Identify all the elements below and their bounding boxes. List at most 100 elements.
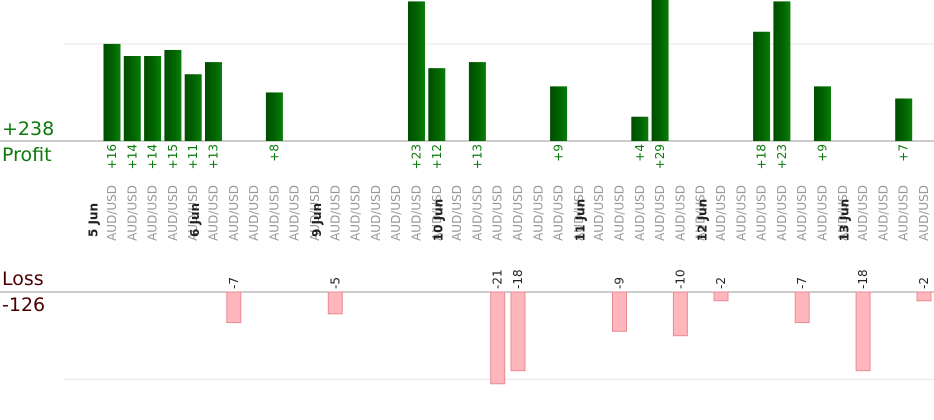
profit-bar bbox=[103, 43, 121, 141]
profit-value-label: +7 bbox=[897, 144, 911, 162]
pair-tick-label: AUD/USD bbox=[227, 185, 241, 241]
pair-tick-label: AUD/USD bbox=[694, 185, 708, 241]
pair-tick-label: AUD/USD bbox=[531, 185, 545, 241]
profit-value-label: +23 bbox=[775, 144, 789, 169]
profit-bar bbox=[468, 62, 486, 142]
profit-value-label: +23 bbox=[410, 144, 424, 169]
pair-tick-label: AUD/USD bbox=[836, 185, 850, 241]
pair-tick-label: AUD/USD bbox=[734, 185, 748, 241]
profit-bar bbox=[814, 86, 831, 141]
pair-tick-label: AUD/USD bbox=[146, 185, 160, 241]
pair-tick-label: AUD/USD bbox=[592, 185, 606, 241]
x-axis-labels: AUD/USD 5 Jun AUD/USD AUD/USD AUD/USD AUD/USD… bbox=[87, 185, 932, 241]
loss-bar bbox=[510, 291, 526, 372]
loss-value-label: -2 bbox=[714, 277, 728, 289]
profit-value-label: +15 bbox=[166, 144, 180, 169]
pair-tick-label: AUD/USD bbox=[389, 185, 403, 241]
pair-tick-label: AUD/USD bbox=[613, 185, 627, 241]
pair-tick-label: AUD/USD bbox=[166, 185, 180, 241]
loss-bar bbox=[794, 291, 810, 324]
date-tick-label: 13 Jun bbox=[838, 199, 852, 241]
pair-tick-label: AUD/USD bbox=[450, 185, 464, 241]
pair-tick-label: AUD/USD bbox=[775, 185, 789, 241]
profit-value-label: +12 bbox=[430, 144, 444, 169]
profit-total: +238 bbox=[2, 118, 55, 140]
loss-bar bbox=[327, 291, 343, 315]
profit-value-label: +9 bbox=[552, 144, 566, 162]
loss-bar bbox=[916, 291, 932, 302]
pair-tick-label: AUD/USD bbox=[328, 185, 342, 241]
pair-tick-label: AUD/USD bbox=[470, 185, 484, 241]
loss-value-label: -5 bbox=[328, 277, 342, 289]
pair-tick-label: AUD/USD bbox=[369, 185, 383, 241]
loss-bar bbox=[672, 291, 688, 337]
profit-bar bbox=[184, 74, 202, 141]
profit-bar bbox=[550, 86, 568, 141]
loss-value-label: -10 bbox=[673, 269, 687, 289]
loss-bar bbox=[612, 291, 627, 332]
loss-total: -126 bbox=[2, 294, 46, 316]
profit-bar bbox=[428, 68, 446, 141]
pair-tick-label: AUD/USD bbox=[308, 185, 322, 241]
pair-tick-label: AUD/USD bbox=[856, 185, 870, 241]
pair-tick-label: AUD/USD bbox=[430, 185, 444, 241]
profit-bar bbox=[753, 31, 771, 142]
pair-tick-label: AUD/USD bbox=[572, 185, 586, 241]
pair-tick-label: AUD/USD bbox=[247, 185, 261, 241]
profit-value-label: +13 bbox=[207, 144, 221, 169]
pair-tick-label: AUD/USD bbox=[755, 185, 769, 241]
profit-value-label: +13 bbox=[470, 144, 484, 169]
date-tick-label: 6 Jun bbox=[188, 203, 202, 237]
pair-tick-label: AUD/USD bbox=[633, 185, 647, 241]
pair-tick-label: AUD/USD bbox=[897, 185, 911, 241]
loss-label: Loss bbox=[2, 268, 44, 290]
profit-value-label: +14 bbox=[146, 144, 160, 169]
loss-value-label: -21 bbox=[491, 269, 505, 289]
pair-tick-label: AUD/USD bbox=[653, 185, 667, 241]
date-tick-label: 5 Jun bbox=[87, 203, 101, 237]
pair-tick-label: AUD/USD bbox=[491, 185, 505, 241]
date-tick-label: 10 Jun bbox=[432, 199, 446, 241]
pair-tick-label: AUD/USD bbox=[349, 185, 363, 241]
profit-value-label: +11 bbox=[186, 144, 200, 169]
profit-bar bbox=[205, 62, 222, 142]
pair-tick-label: AUD/USD bbox=[105, 185, 119, 241]
loss-bar bbox=[226, 291, 242, 324]
pair-tick-label: AUD/USD bbox=[714, 185, 728, 241]
baselines bbox=[0, 140, 934, 293]
pair-tick-label: AUD/USD bbox=[410, 185, 424, 241]
loss-value-label: -18 bbox=[511, 269, 525, 289]
value-labels: +16 +14 +14 +15 +11 +13 -7 +8 -5 +23 +12 +13 -21 -18 +… bbox=[105, 144, 931, 289]
loss-bar bbox=[490, 291, 506, 385]
profit-value-label: +8 bbox=[267, 144, 281, 162]
profit-value-label: +18 bbox=[755, 144, 769, 169]
pair-tick-label: AUD/USD bbox=[288, 185, 302, 241]
profit-bar bbox=[651, 0, 669, 141]
profit-bar bbox=[631, 116, 649, 141]
profit-value-label: +14 bbox=[125, 144, 139, 169]
profit-bar bbox=[164, 49, 182, 142]
pair-tick-label: AUD/USD bbox=[876, 185, 890, 241]
pair-tick-label: AUD/USD bbox=[267, 185, 281, 241]
loss-bar bbox=[713, 291, 729, 302]
date-tick-label: 11 Jun bbox=[574, 199, 588, 241]
profit-bar bbox=[408, 1, 425, 142]
profit-value-label: +4 bbox=[633, 144, 647, 162]
profit-bar bbox=[144, 56, 162, 141]
pair-tick-label: AUD/USD bbox=[186, 185, 200, 241]
pair-tick-label: AUD/USD bbox=[207, 185, 221, 241]
loss-value-label: -7 bbox=[227, 277, 241, 289]
pair-tick-label: AUD/USD bbox=[917, 185, 931, 241]
pair-tick-label: AUD/USD bbox=[795, 185, 809, 241]
loss-value-label: -9 bbox=[613, 277, 627, 289]
loss-value-label: -18 bbox=[856, 269, 870, 289]
loss-value-label: -7 bbox=[795, 277, 809, 289]
date-tick-label: 9 Jun bbox=[310, 203, 324, 237]
profit-bar bbox=[123, 56, 141, 141]
date-tick-label: 12 Jun bbox=[696, 199, 710, 241]
profit-bar bbox=[895, 98, 913, 141]
pair-tick-label: AUD/USD bbox=[511, 185, 525, 241]
profit-value-label: +16 bbox=[105, 144, 119, 169]
profit-bar bbox=[773, 1, 791, 142]
